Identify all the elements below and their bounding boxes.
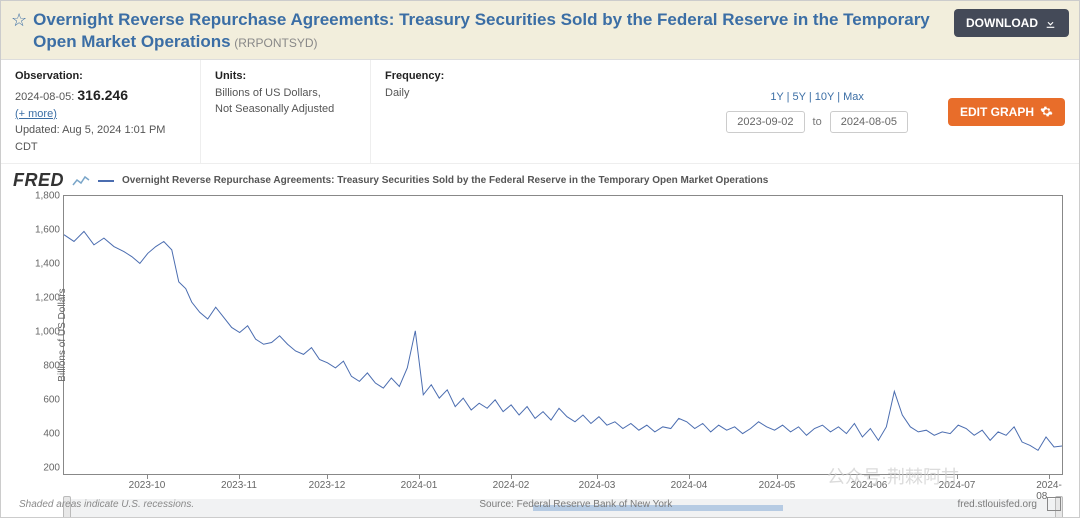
fullscreen-icon[interactable] — [1047, 497, 1061, 511]
x-tick: 2024-02 — [493, 480, 530, 491]
download-label: DOWNLOAD — [966, 16, 1038, 30]
units-line2: Not Seasonally Adjusted — [215, 103, 334, 115]
frequency-value: Daily — [385, 87, 409, 99]
y-tick: 400 — [30, 428, 60, 439]
date-from-input[interactable]: 2023-09-02 — [726, 111, 804, 133]
source-text: Source: Federal Reserve Bank of New York — [479, 499, 672, 510]
footer-row: Shaded areas indicate U.S. recessions. S… — [1, 497, 1079, 511]
fred-url: fred.stlouisfed.org — [958, 499, 1038, 510]
updated-text: Updated: Aug 5, 2024 1:01 PM CDT — [15, 124, 165, 153]
y-tick: 1,000 — [30, 326, 60, 337]
range-links[interactable]: 1Y | 5Y | 10Y | Max — [770, 91, 864, 103]
x-tick: 2023-10 — [129, 480, 166, 491]
y-tick: 1,600 — [30, 225, 60, 236]
y-tick: 1,200 — [30, 293, 60, 304]
x-tick: 2024-07 — [939, 480, 976, 491]
fred-logo: FRED — [13, 170, 64, 191]
legend-key — [98, 180, 114, 182]
x-tick: 2024-05 — [759, 480, 796, 491]
observation-value: 316.246 — [77, 87, 128, 103]
meta-row: Observation: 2024-08-05: 316.246 (+ more… — [1, 60, 1079, 164]
units-cell: Units: Billions of US Dollars, Not Seaso… — [201, 60, 371, 163]
y-tick: 1,800 — [30, 191, 60, 202]
download-button[interactable]: DOWNLOAD — [954, 9, 1069, 37]
x-tick: 2023-11 — [221, 480, 257, 491]
edit-graph-button[interactable]: EDIT GRAPH — [948, 98, 1065, 126]
chart-mini-icon — [72, 174, 90, 188]
units-label: Units: — [215, 70, 246, 82]
y-tick: 800 — [30, 360, 60, 371]
more-link[interactable]: (+ more) — [15, 108, 57, 120]
date-to-input[interactable]: 2024-08-05 — [830, 111, 908, 133]
frequency-label: Frequency: — [385, 70, 444, 82]
download-icon — [1044, 17, 1057, 30]
x-tick: 2024-03 — [579, 480, 616, 491]
x-tick: 2023-12 — [309, 480, 346, 491]
to-text: to — [813, 116, 822, 128]
shaded-note: Shaded areas indicate U.S. recessions. — [19, 499, 194, 510]
x-tick: 2024-04 — [671, 480, 708, 491]
gear-icon — [1040, 105, 1053, 118]
frequency-cell: Frequency: Daily — [371, 60, 491, 163]
title-header: ☆ Overnight Reverse Repurchase Agreement… — [1, 1, 1079, 60]
y-tick: 200 — [30, 462, 60, 473]
legend-series-label: Overnight Reverse Repurchase Agreements:… — [122, 175, 768, 186]
page-title: Overnight Reverse Repurchase Agreements:… — [33, 10, 930, 51]
observation-date: 2024-08-05: — [15, 91, 74, 103]
favorite-star-icon[interactable]: ☆ — [11, 11, 27, 29]
series-code: (RRPONTSYD) — [234, 36, 317, 50]
y-tick: 600 — [30, 394, 60, 405]
chart-plot[interactable]: Billions of US Dollars 2004006008001,000… — [63, 195, 1063, 475]
chart-area: FRED Overnight Reverse Repurchase Agreem… — [1, 164, 1079, 518]
observation-cell: Observation: 2024-08-05: 316.246 (+ more… — [1, 60, 201, 163]
edit-graph-label: EDIT GRAPH — [960, 105, 1034, 119]
x-tick: 2024-01 — [401, 480, 438, 491]
units-line1: Billions of US Dollars, — [215, 87, 321, 99]
x-tick: 2024-06 — [851, 480, 888, 491]
observation-label: Observation: — [15, 70, 83, 82]
y-tick: 1,400 — [30, 259, 60, 270]
chart-line — [64, 196, 1062, 474]
